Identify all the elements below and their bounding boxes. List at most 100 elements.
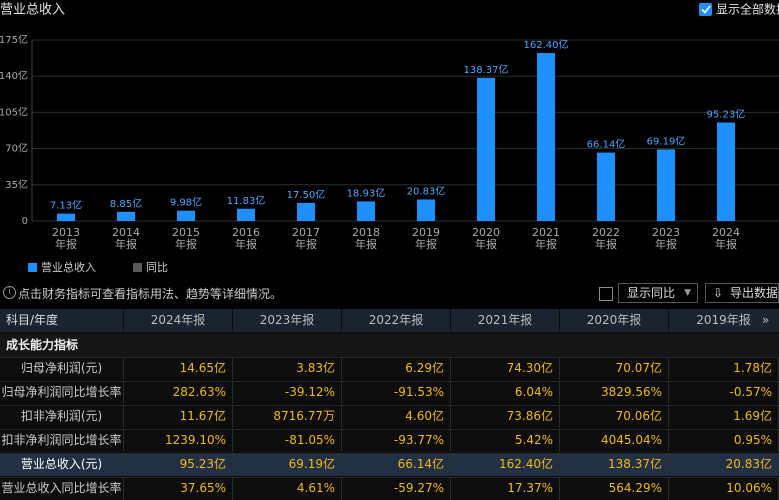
column-header: 2024年报 [124,309,232,332]
hint: 点击财务指标可查看指标用法、趋势等详细情况。 [18,287,283,301]
bar [357,201,375,221]
row-bg [0,405,779,428]
value-label: 162.40亿 [524,38,569,51]
table-cell: 162.40亿 [451,453,560,476]
bar [417,199,435,221]
table-cell: 37.65% [124,477,233,500]
compare-dropdown[interactable]: 显示同比 ▼ [618,283,698,303]
row-bg [0,477,779,500]
x-tick-label: 2015 [172,226,200,239]
column-header: 科目/年度 [0,309,123,332]
bar [657,149,675,221]
x-tick-label: 2016 [232,226,260,239]
bar [297,202,315,221]
column-header: 2023年报 [233,309,341,332]
table-cell: 14.65亿 [124,357,233,380]
row-label: 扣非净利润(元) [0,405,124,428]
table-cell: 11.67亿 [124,405,233,428]
table-cell: 282.63% [124,381,233,404]
chart: 营业总收入 显示全部数据 035亿70亿105亿140亿175亿2013年报7.… [0,2,779,274]
table-cell: 6.04% [451,381,560,404]
export-button[interactable]: ⇩ 导出数据 [705,283,779,303]
value-label: 20.83亿 [407,184,446,197]
x-tick-label: 年报 [535,237,557,251]
table-cell: 0.95% [669,429,779,452]
y-tick-label: 105亿 [0,105,28,118]
legend-swatch [28,263,37,272]
table-cell: 1.69亿 [669,405,779,428]
table-cell: -39.12% [233,381,342,404]
compare-label: 显示同比 [627,286,676,300]
row-label: 归母净利润同比增长率 [0,381,124,404]
legend-swatch [133,263,142,272]
bar [57,213,75,221]
x-tick-label: 年报 [655,237,677,251]
row-bg [0,453,779,476]
table-cell: 70.07亿 [560,357,669,380]
table-cell: 69.19亿 [233,453,342,476]
bar [177,210,195,221]
checkbox-label[interactable]: 显示全部数据 [716,2,779,17]
table-cell: 73.86亿 [451,405,560,428]
table-cell: 4.61% [233,477,342,500]
value-label: 18.93亿 [347,186,386,199]
x-tick-label: 年报 [115,237,137,251]
bar [477,77,495,221]
x-tick-label: 年报 [355,237,377,251]
row-label: 营业总收入(元) [0,453,124,476]
value-label: 11.83亿 [227,194,266,207]
y-tick-label: 0 [22,216,28,227]
y-tick-label: 175亿 [0,33,28,46]
table-cell: -59.27% [342,477,451,500]
table-cell: 95.23亿 [124,453,233,476]
checkbox[interactable] [699,3,712,16]
table-cell: 564.29% [560,477,669,500]
bar [717,122,735,221]
x-tick-label: 2013 [52,226,80,239]
table-cell: 4045.04% [560,429,669,452]
table-cell: 4.60亿 [342,405,451,428]
table-cell: 70.06亿 [560,405,669,428]
x-tick-label: 2020 [472,226,500,239]
table-cell: -91.53% [342,381,451,404]
y-tick-label: 35亿 [5,178,28,191]
x-tick-label: 2024 [712,226,740,239]
info-icon: i [3,286,16,299]
table-cell: 3.83亿 [233,357,342,380]
table: 科目/年度 2024年报 2023年报 2022年报 2021年报 2020年报 2019年… [0,309,779,500]
table-cell: 20.83亿 [669,453,779,476]
value-label: 8.85亿 [110,197,142,210]
row-bg [0,429,779,452]
table-cell: 66.14亿 [342,453,451,476]
table-cell: -0.57% [669,381,779,404]
value-label: 17.50亿 [287,188,326,201]
table-cell: -81.05% [233,429,342,452]
column-header: 2022年报 [342,309,450,332]
x-tick-label: 年报 [235,237,257,251]
row-label: 归母净利润(元) [0,357,124,380]
bar [537,53,555,222]
caret: ▼ [684,288,691,298]
column-header: 2020年报 [560,309,668,332]
x-tick-label: 2017 [292,226,320,239]
row-bg [0,381,779,404]
x-tick-label: 2014 [112,226,140,239]
x-tick-label: 2021 [532,226,560,239]
bar [117,211,135,221]
x-tick-label: 年报 [715,237,737,251]
export-label: 导出数据 [730,286,779,300]
value-label: 95.23亿 [707,108,746,121]
bar [237,208,255,221]
value-label: 69.19亿 [647,134,686,147]
value-label: 138.37亿 [464,63,509,76]
x-tick-label: 2022 [592,226,620,239]
x-tick-label: 年报 [175,237,197,251]
column-header: 2019年报 [669,309,778,332]
table-cell: -93.77% [342,429,451,452]
compare-checkbox[interactable] [599,287,613,301]
value-label: 66.14亿 [587,138,626,151]
legend-label: 同比 [146,261,168,274]
table-cell: 6.29亿 [342,357,451,380]
table-cell: 1.78亿 [669,357,779,380]
